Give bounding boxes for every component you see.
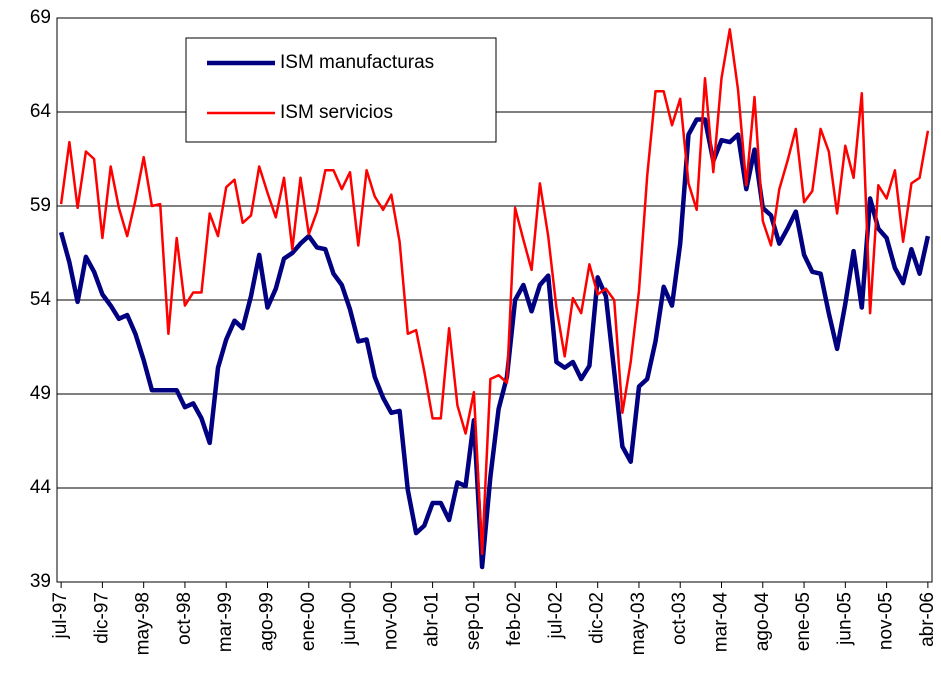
x-tick-label: oct-98 (174, 592, 195, 645)
legend-label: ISM servicios (280, 102, 393, 123)
x-tick-label: may-03 (628, 592, 649, 655)
series-line (58, 117, 931, 570)
x-tick-label: oct-03 (669, 592, 690, 645)
x-tick-label: jul-97 (50, 592, 71, 639)
x-tick-label: nov-05 (876, 592, 897, 650)
x-tick-label: may-98 (133, 592, 154, 655)
x-tick-label: dic-02 (587, 592, 608, 644)
x-tick-label: ago-04 (752, 592, 773, 652)
y-tick-label: 54 (30, 289, 52, 310)
y-tick-label: 59 (30, 195, 51, 216)
plot-border (56, 17, 933, 583)
y-tick-label: 39 (30, 571, 51, 592)
legend-label: ISM manufacturas (280, 52, 434, 73)
x-tick-label: ene-00 (298, 592, 319, 651)
x-tick-label: nov-00 (380, 592, 401, 650)
x-tick-label: jul-02 (545, 592, 566, 639)
x-tick-label: feb-02 (504, 592, 525, 646)
x-tick-label: sep-01 (463, 592, 484, 650)
y-tick-label: 64 (30, 101, 52, 122)
x-tick-label: mar-04 (711, 592, 732, 653)
series-line (59, 28, 930, 556)
legend-box (185, 37, 497, 143)
x-tick-label: jun-00 (339, 592, 360, 646)
x-tick-label: mar-99 (215, 592, 236, 652)
x-tick-label: ago-99 (257, 592, 278, 651)
x-tick-label: ene-05 (793, 592, 814, 651)
y-tick-label: 49 (30, 383, 51, 404)
x-tick-label: jun-05 (834, 592, 855, 646)
x-tick-label: abr-06 (917, 592, 938, 647)
x-tick-label: abr-01 (422, 592, 443, 647)
y-tick-label: 69 (30, 7, 51, 28)
x-tick-label: dic-97 (91, 592, 112, 644)
y-tick-label: 44 (30, 477, 52, 498)
